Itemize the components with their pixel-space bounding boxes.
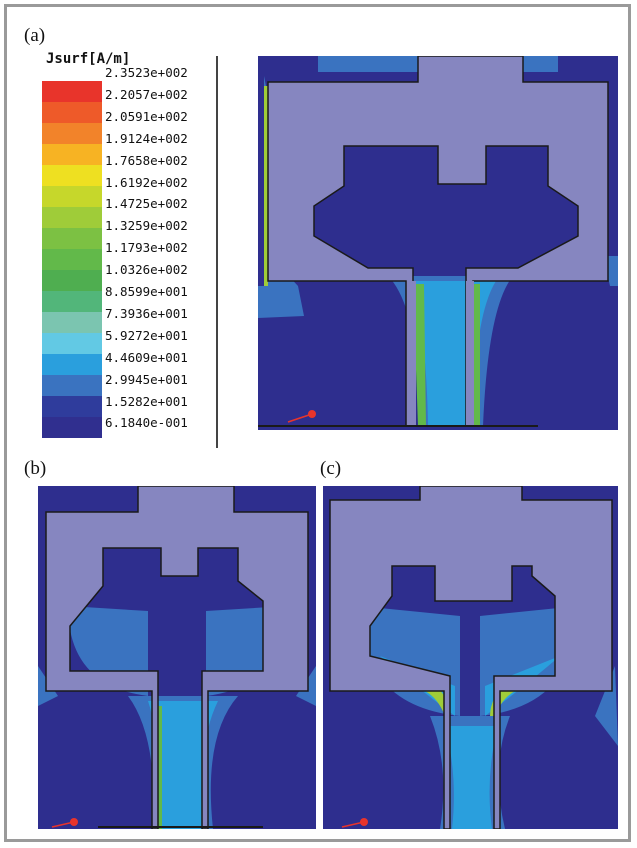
legend-swatch — [42, 291, 102, 312]
panel-label-b: (b) — [24, 458, 47, 479]
legend-value: 2.9945e+001 — [105, 371, 188, 387]
legend-title: Jsurf[A/m] — [46, 51, 131, 67]
legend-swatch — [42, 81, 102, 102]
legend-swatch — [42, 123, 102, 144]
legend-value: 1.5282e+001 — [105, 393, 188, 409]
legend-swatch — [42, 186, 102, 207]
panel-label-a: (a) — [24, 25, 46, 46]
legend-swatch — [42, 270, 102, 291]
legend-color-bar — [42, 81, 102, 438]
legend-value: 1.9124e+002 — [105, 130, 188, 146]
legend-value: 2.2057e+002 — [105, 86, 188, 102]
legend-swatch — [42, 333, 102, 354]
legend-value: 1.7658e+002 — [105, 152, 188, 168]
legend-value: 7.3936e+001 — [105, 305, 188, 321]
legend-value: 1.0326e+002 — [105, 262, 188, 278]
legend-value: 1.1793e+002 — [105, 240, 188, 256]
legend-swatch — [42, 228, 102, 249]
legend-swatch — [42, 249, 102, 270]
panel-label-c: (c) — [320, 458, 342, 479]
legend-divider — [216, 56, 218, 448]
legend-value: 1.6192e+002 — [105, 174, 188, 190]
legend-swatch — [42, 144, 102, 165]
legend-value: 2.0591e+002 — [105, 108, 188, 124]
legend-swatch — [42, 396, 102, 417]
current-plot-c — [320, 486, 618, 829]
legend-value: 8.8599e+001 — [105, 284, 188, 299]
legend-swatch — [42, 375, 102, 396]
legend-value: 1.4725e+002 — [105, 196, 188, 212]
legend-swatch — [42, 312, 102, 333]
legend-swatch — [42, 207, 102, 228]
legend-value: 2.3523e+002 — [105, 65, 188, 80]
current-plot-b — [38, 486, 316, 829]
legend-value: 4.4609e+001 — [105, 349, 188, 365]
legend-value: 5.9272e+001 — [105, 327, 188, 343]
legend-value: 6.1840e-001 — [105, 415, 188, 431]
current-plot-a — [258, 56, 618, 430]
legend-swatch — [42, 102, 102, 123]
legend-swatch — [42, 165, 102, 186]
legend-swatch — [42, 354, 102, 375]
legend-value: 1.3259e+002 — [105, 218, 188, 234]
legend-swatch — [42, 417, 102, 438]
